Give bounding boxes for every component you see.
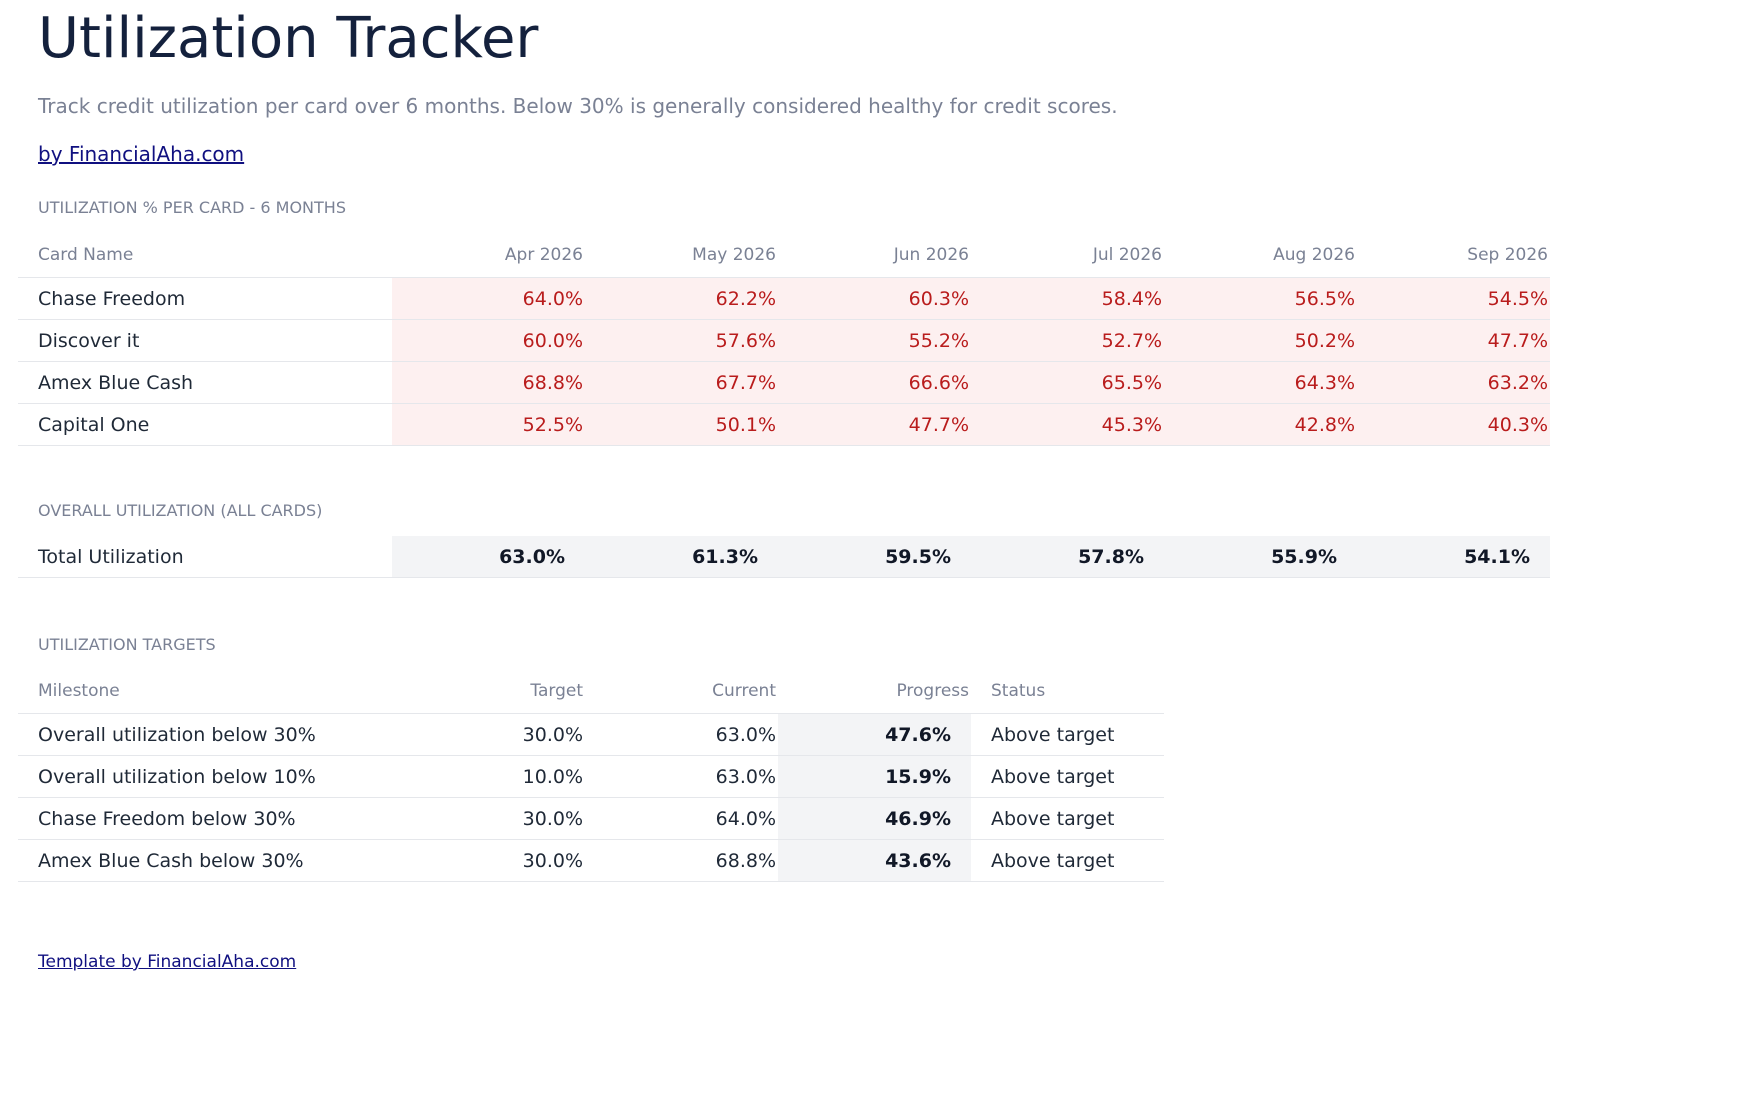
total-cell: 55.9% — [1164, 536, 1357, 578]
utilization-cell: 47.7% — [778, 403, 971, 446]
progress: 15.9% — [778, 755, 971, 798]
current: 68.8% — [585, 839, 778, 882]
card-name: Amex Blue Cash — [18, 361, 392, 404]
targets-table: Milestone Target Current Progress Status Over… — [18, 669, 1164, 882]
utilization-cell: 57.6% — [585, 319, 778, 362]
utilization-cell: 65.5% — [971, 361, 1164, 404]
utilization-cell: 54.5% — [1357, 277, 1550, 320]
total-cell: 63.0% — [392, 536, 585, 578]
utilization-cell: 47.7% — [1357, 319, 1550, 362]
total-cell: 57.8% — [971, 536, 1164, 578]
card-row: Capital One 52.5% 50.1% 47.7% 45.3% 42.8% 40.3… — [18, 403, 1550, 446]
section-heading: UTILIZATION TARGETS — [38, 635, 216, 654]
row-label: Total Utilization — [18, 536, 392, 578]
column-header: May 2026 — [585, 233, 778, 278]
utilization-cell: 63.2% — [1357, 361, 1550, 404]
utilization-cell: 62.2% — [585, 277, 778, 320]
target: 30.0% — [392, 713, 585, 756]
status: Above target — [971, 797, 1164, 840]
progress: 46.9% — [778, 797, 971, 840]
progress: 43.6% — [778, 839, 971, 882]
section-heading: OVERALL UTILIZATION (ALL CARDS) — [38, 501, 323, 520]
header-row: Milestone Target Current Progress Status — [18, 669, 1164, 714]
total-cell: 59.5% — [778, 536, 971, 578]
status: Above target — [971, 755, 1164, 798]
utilization-cell: 66.6% — [778, 361, 971, 404]
utilization-cell: 58.4% — [971, 277, 1164, 320]
utilization-cell: 68.8% — [392, 361, 585, 404]
target-row: Amex Blue Cash below 30% 30.0% 68.8% 43.6% A… — [18, 839, 1164, 882]
per-card-table: Card Name Apr 2026 May 2026 Jun 2026 Jul 202… — [18, 233, 1550, 446]
column-header: Sep 2026 — [1357, 233, 1550, 278]
utilization-cell: 67.7% — [585, 361, 778, 404]
card-row: Discover it 60.0% 57.6% 55.2% 52.7% 50.2% 47.7… — [18, 319, 1550, 362]
card-name: Discover it — [18, 319, 392, 362]
utilization-cell: 52.5% — [392, 403, 585, 446]
page-title: Utilization Tracker — [38, 6, 539, 71]
milestone: Amex Blue Cash below 30% — [18, 839, 392, 882]
total-cell: 54.1% — [1357, 536, 1550, 578]
milestone: Overall utilization below 30% — [18, 713, 392, 756]
column-header: Status — [971, 669, 1164, 714]
milestone: Overall utilization below 10% — [18, 755, 392, 798]
utilization-cell: 64.3% — [1164, 361, 1357, 404]
target-row: Overall utilization below 10% 10.0% 63.0% 1… — [18, 755, 1164, 798]
column-header: Progress — [778, 669, 971, 714]
section-heading: UTILIZATION % PER CARD - 6 MONTHS — [38, 198, 346, 217]
total-cell: 61.3% — [585, 536, 778, 578]
utilization-cell: 45.3% — [971, 403, 1164, 446]
column-header: Card Name — [18, 233, 392, 278]
status: Above target — [971, 839, 1164, 882]
utilization-cell: 52.7% — [971, 319, 1164, 362]
target: 30.0% — [392, 839, 585, 882]
column-header: Target — [392, 669, 585, 714]
target-row: Overall utilization below 30% 30.0% 63.0% 4… — [18, 713, 1164, 756]
footer-link[interactable]: Template by FinancialAha.com — [38, 952, 297, 972]
utilization-cell: 55.2% — [778, 319, 971, 362]
current: 63.0% — [585, 713, 778, 756]
utilization-cell: 60.3% — [778, 277, 971, 320]
column-header: Milestone — [18, 669, 392, 714]
utilization-cell: 50.1% — [585, 403, 778, 446]
column-header: Jul 2026 — [971, 233, 1164, 278]
column-header: Current — [585, 669, 778, 714]
utilization-cell: 64.0% — [392, 277, 585, 320]
card-row: Amex Blue Cash 68.8% 67.7% 66.6% 65.5% 64.3% 6… — [18, 361, 1550, 404]
target-row: Chase Freedom below 30% 30.0% 64.0% 46.9% Ab… — [18, 797, 1164, 840]
overall-table: Total Utilization 63.0% 61.3% 59.5% 57.8% 55.… — [18, 536, 1550, 578]
progress: 47.6% — [778, 713, 971, 756]
status: Above target — [971, 713, 1164, 756]
milestone: Chase Freedom below 30% — [18, 797, 392, 840]
target: 10.0% — [392, 755, 585, 798]
header-row: Card Name Apr 2026 May 2026 Jun 2026 Jul 202… — [18, 233, 1550, 278]
utilization-cell: 50.2% — [1164, 319, 1357, 362]
byline-link[interactable]: by FinancialAha.com — [38, 142, 245, 166]
card-name: Chase Freedom — [18, 277, 392, 320]
utilization-cell: 40.3% — [1357, 403, 1550, 446]
subtitle: Track credit utilization per card over 6… — [38, 94, 1118, 118]
column-header: Jun 2026 — [778, 233, 971, 278]
column-header: Aug 2026 — [1164, 233, 1357, 278]
card-row: Chase Freedom 64.0% 62.2% 60.3% 58.4% 56.5% 54… — [18, 277, 1550, 320]
target: 30.0% — [392, 797, 585, 840]
utilization-cell: 60.0% — [392, 319, 585, 362]
current: 64.0% — [585, 797, 778, 840]
card-name: Capital One — [18, 403, 392, 446]
current: 63.0% — [585, 755, 778, 798]
total-row: Total Utilization 63.0% 61.3% 59.5% 57.8% 55.… — [18, 536, 1550, 578]
utilization-cell: 56.5% — [1164, 277, 1357, 320]
utilization-cell: 42.8% — [1164, 403, 1357, 446]
column-header: Apr 2026 — [392, 233, 585, 278]
